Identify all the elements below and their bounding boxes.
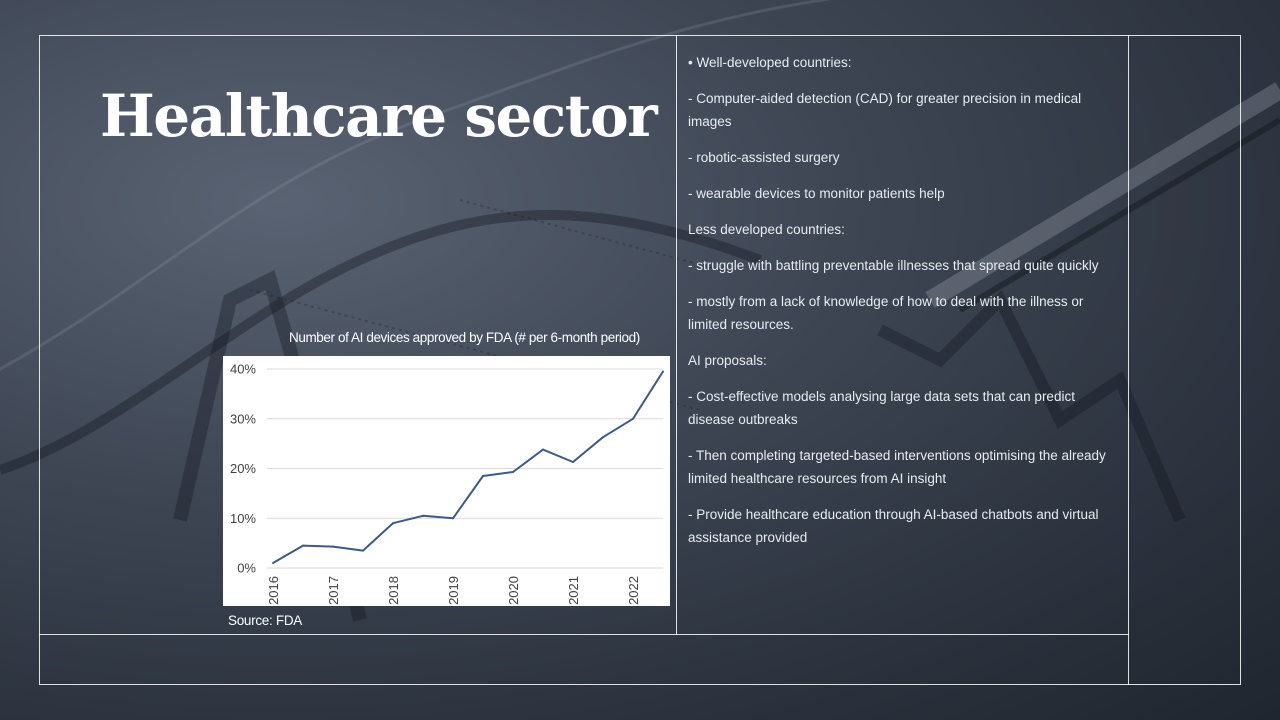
data-point bbox=[572, 461, 574, 464]
paragraph: - robotic-assisted surgery bbox=[688, 150, 840, 165]
data-point bbox=[542, 448, 544, 451]
data-point bbox=[662, 370, 664, 373]
chart-container: 0% 10% 20% 30% 40% 2016 2017 2018 2019 2020 2021 20… bbox=[223, 356, 670, 606]
y-tick-label: 30% bbox=[230, 411, 256, 426]
x-tick-label: 2020 bbox=[506, 576, 521, 605]
frame-divider-horizontal bbox=[39, 634, 1129, 635]
paragraph: - mostly from a lack of knowledge of how… bbox=[688, 294, 1084, 332]
data-point bbox=[302, 544, 304, 547]
frame-divider-vertical-1 bbox=[676, 35, 677, 635]
paragraph: - struggle with battling preventable ill… bbox=[688, 258, 1099, 273]
data-point bbox=[422, 514, 424, 517]
chart-caption: Number of AI devices approved by FDA (# … bbox=[289, 330, 640, 345]
x-tick-label: 2017 bbox=[326, 576, 341, 605]
y-tick-label: 20% bbox=[230, 461, 256, 476]
paragraph: Less developed countries: bbox=[688, 222, 845, 237]
x-tick-label: 2021 bbox=[566, 576, 581, 605]
data-point bbox=[602, 436, 604, 439]
y-tick-label: 0% bbox=[237, 561, 256, 576]
data-point bbox=[452, 517, 454, 520]
x-tick-label: 2019 bbox=[446, 576, 461, 605]
paragraph: - wearable devices to monitor patients h… bbox=[688, 186, 945, 201]
y-tick-label: 10% bbox=[230, 511, 256, 526]
paragraph: AI proposals: bbox=[688, 353, 767, 368]
data-point bbox=[392, 522, 394, 525]
x-tick-label: 2018 bbox=[386, 576, 401, 605]
paragraph: - Cost-effective models analysing large … bbox=[688, 389, 1075, 427]
line-chart: 0% 10% 20% 30% 40% 2016 2017 2018 2019 2020 2021 20… bbox=[230, 362, 664, 605]
data-point bbox=[362, 549, 364, 552]
chart-source: Source: FDA bbox=[228, 613, 302, 628]
series-line bbox=[272, 370, 664, 564]
x-tick-label: 2022 bbox=[626, 576, 641, 605]
slide-title: Healthcare sector bbox=[100, 82, 658, 150]
y-tick-label: 40% bbox=[230, 362, 256, 377]
x-tick-label: 2016 bbox=[266, 576, 281, 605]
data-point bbox=[512, 470, 514, 473]
data-point bbox=[632, 417, 634, 420]
data-point bbox=[482, 474, 484, 477]
text-panel: • Well-developed countries: - Computer-a… bbox=[688, 51, 1120, 549]
data-point bbox=[332, 545, 334, 548]
outer-frame bbox=[39, 35, 1241, 685]
data-point bbox=[272, 562, 274, 565]
paragraph: - Computer-aided detection (CAD) for gre… bbox=[688, 91, 1082, 129]
frame-divider-vertical-2 bbox=[1128, 35, 1129, 685]
paragraph: - Provide healthcare education through A… bbox=[688, 507, 1099, 545]
paragraph: • Well-developed countries: bbox=[688, 55, 852, 70]
paragraph: - Then completing targeted-based interve… bbox=[688, 448, 1106, 486]
